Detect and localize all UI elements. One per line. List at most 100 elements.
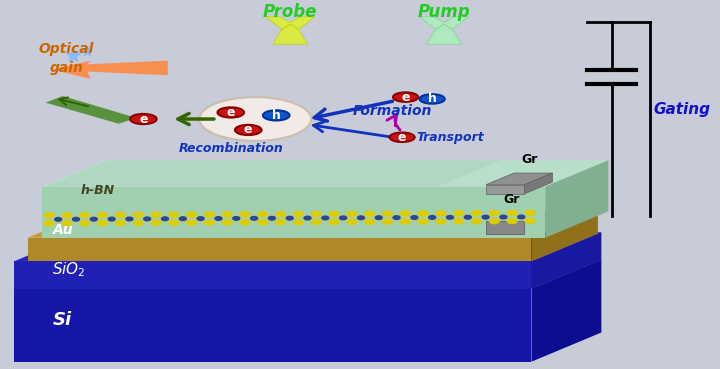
Text: Optical: Optical [39, 42, 94, 56]
Circle shape [446, 215, 454, 219]
Text: h-BN: h-BN [81, 184, 114, 197]
Circle shape [222, 212, 232, 217]
Circle shape [322, 216, 329, 220]
Circle shape [215, 217, 222, 220]
Circle shape [108, 217, 115, 221]
Polygon shape [486, 221, 524, 234]
Polygon shape [420, 17, 469, 30]
Circle shape [436, 219, 446, 224]
Polygon shape [524, 173, 552, 194]
Circle shape [347, 219, 356, 224]
Circle shape [329, 211, 339, 216]
Polygon shape [531, 232, 601, 289]
Text: Au: Au [53, 223, 73, 237]
Polygon shape [531, 259, 601, 362]
Circle shape [144, 217, 150, 221]
Circle shape [472, 211, 482, 216]
Polygon shape [45, 96, 136, 124]
Circle shape [507, 218, 517, 224]
Circle shape [482, 215, 489, 219]
Circle shape [133, 212, 143, 217]
Circle shape [454, 219, 464, 224]
Circle shape [133, 220, 143, 225]
Text: Probe: Probe [263, 3, 318, 21]
Circle shape [400, 211, 410, 216]
Text: e: e [244, 124, 253, 137]
Text: e: e [401, 91, 410, 104]
Circle shape [400, 219, 410, 224]
Circle shape [55, 217, 62, 221]
Text: Gr: Gr [521, 153, 537, 166]
Ellipse shape [420, 94, 445, 104]
Circle shape [304, 216, 311, 220]
Circle shape [428, 215, 436, 219]
Circle shape [98, 213, 107, 218]
Circle shape [365, 211, 374, 216]
Circle shape [90, 217, 97, 221]
Polygon shape [14, 259, 601, 289]
Circle shape [518, 215, 525, 219]
Circle shape [525, 218, 535, 224]
Circle shape [169, 212, 179, 217]
Circle shape [73, 217, 79, 221]
Text: Gr: Gr [503, 193, 520, 206]
Ellipse shape [393, 92, 418, 102]
Circle shape [179, 217, 186, 221]
Circle shape [204, 220, 215, 225]
Polygon shape [28, 238, 531, 261]
Polygon shape [426, 24, 462, 44]
Ellipse shape [263, 110, 289, 120]
Ellipse shape [130, 114, 157, 124]
Polygon shape [42, 160, 608, 186]
Circle shape [382, 219, 392, 224]
Circle shape [115, 220, 125, 225]
Text: e: e [227, 106, 235, 119]
Circle shape [258, 212, 268, 217]
Circle shape [44, 221, 54, 226]
Polygon shape [14, 289, 531, 362]
Circle shape [258, 220, 268, 225]
Text: gain: gain [50, 61, 84, 75]
Text: h: h [271, 109, 281, 122]
Ellipse shape [199, 97, 311, 141]
Circle shape [269, 216, 275, 220]
Circle shape [490, 218, 499, 224]
Circle shape [311, 211, 321, 217]
Circle shape [80, 213, 89, 218]
Ellipse shape [390, 132, 415, 142]
Circle shape [472, 218, 482, 224]
Circle shape [418, 219, 428, 224]
Circle shape [151, 212, 161, 217]
Polygon shape [42, 186, 546, 238]
Text: $\mathit{SiO_2}$: $\mathit{SiO_2}$ [53, 260, 86, 279]
Circle shape [329, 219, 339, 224]
Circle shape [286, 216, 293, 220]
Text: Transport: Transport [416, 131, 484, 144]
Circle shape [393, 216, 400, 220]
Polygon shape [273, 24, 307, 44]
Circle shape [357, 216, 364, 220]
Circle shape [186, 212, 197, 217]
Circle shape [347, 211, 356, 216]
Circle shape [251, 217, 258, 220]
Circle shape [276, 211, 286, 217]
Text: Si: Si [53, 311, 71, 329]
Circle shape [365, 219, 374, 224]
Ellipse shape [235, 125, 261, 135]
Circle shape [233, 217, 240, 220]
Circle shape [490, 210, 499, 215]
Circle shape [80, 221, 89, 226]
Circle shape [525, 210, 535, 215]
Circle shape [151, 220, 161, 225]
Circle shape [44, 213, 54, 218]
Circle shape [500, 215, 507, 219]
Text: e: e [139, 113, 148, 125]
Ellipse shape [217, 107, 244, 118]
Circle shape [464, 215, 472, 219]
Circle shape [240, 212, 250, 217]
Polygon shape [14, 261, 531, 289]
Circle shape [276, 220, 286, 225]
Circle shape [169, 220, 179, 225]
Polygon shape [486, 185, 524, 194]
Circle shape [411, 216, 418, 219]
